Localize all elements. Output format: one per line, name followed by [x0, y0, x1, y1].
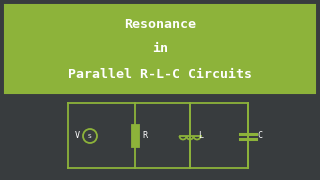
- Text: L: L: [198, 132, 204, 141]
- Text: Resonance
in
Parallel R-L-C Circuits: Resonance in Parallel R-L-C Circuits: [68, 17, 252, 80]
- Text: C: C: [258, 132, 262, 141]
- Text: R: R: [142, 132, 148, 141]
- Text: V: V: [75, 132, 79, 141]
- Text: S: S: [88, 134, 92, 138]
- Bar: [132, 125, 139, 147]
- Bar: [5, 5, 315, 93]
- Circle shape: [83, 129, 97, 143]
